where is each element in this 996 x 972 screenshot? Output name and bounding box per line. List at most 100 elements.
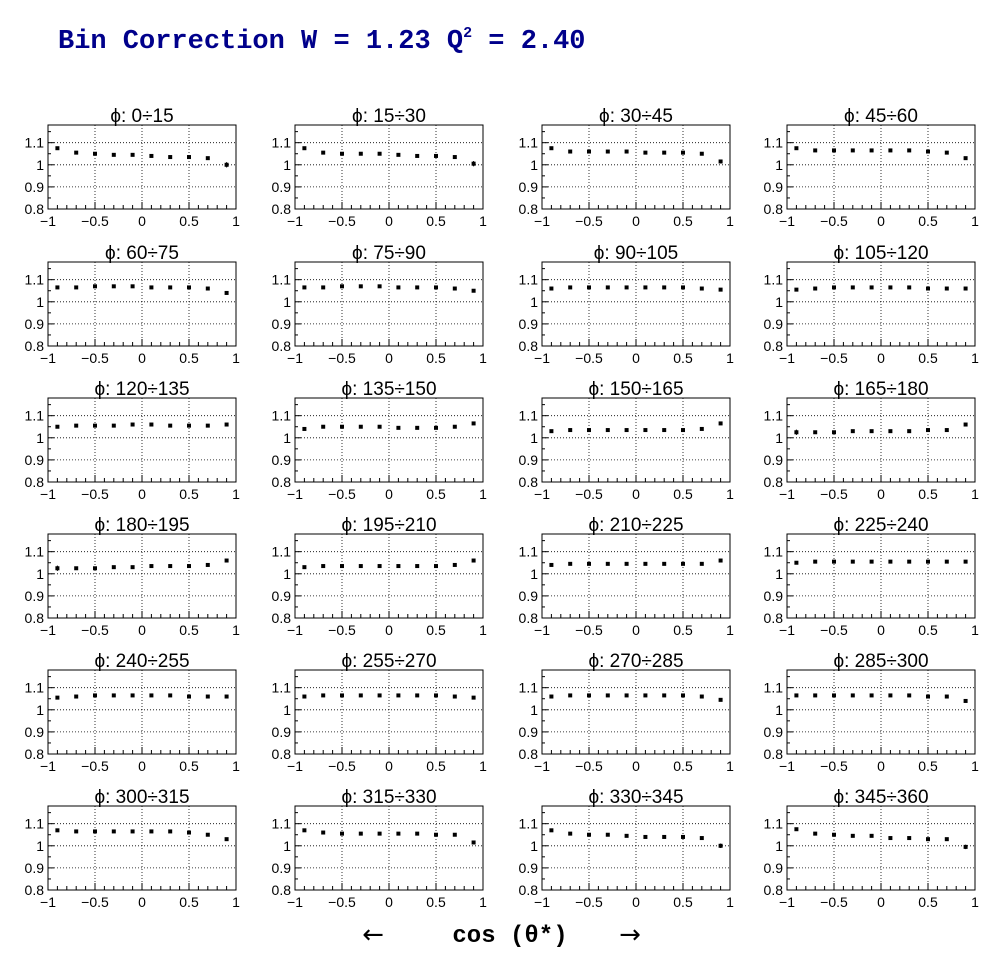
panel-title: ϕ: 330÷345 [588,787,683,808]
x-tick-label: 1 [971,486,979,502]
x-tick-label: −1 [287,894,303,910]
data-point [643,428,648,433]
chart-title-suffix: = 2.40 [472,27,585,57]
y-tick-label: 0.9 [272,860,292,876]
data-point [321,285,326,290]
x-tick-label: −1 [534,213,550,229]
data-point [471,558,476,563]
x-tick-label: 1 [232,486,240,502]
data-point [130,422,135,427]
y-tick-label: 0.8 [519,882,539,898]
y-tick-label: 1.1 [272,408,292,424]
x-tick-label: −1 [287,350,303,366]
data-point [205,156,210,161]
y-tick-label: 0.8 [272,474,292,490]
data-point [568,693,573,698]
y-tick-label: 0.9 [519,316,539,332]
panel-23: −1 −0.5 0 0.5 1 0.8 0.9 1 1.1 ϕ: 330÷345 [519,787,735,910]
panel-5: −1 −0.5 0 0.5 1 0.8 0.9 1 1.1 ϕ: 60÷75 [25,243,241,366]
data-point [74,829,79,834]
data-point [149,153,154,158]
x-tick-label: 0 [877,486,885,502]
y-tick-label: 0.8 [272,338,292,354]
x-tick-label: 0.5 [673,894,693,910]
data-point [415,564,420,569]
y-tick-label: 1 [36,702,44,718]
x-tick-label: 0 [877,622,885,638]
data-point [187,830,191,835]
data-point [321,693,326,698]
x-tick-label: 1 [479,213,487,229]
data-point [93,423,97,428]
data-point [93,151,97,156]
data-point [415,831,420,836]
panel-title: ϕ: 225÷240 [833,515,928,536]
y-tick-label: 0.8 [519,338,539,354]
x-tick-label: 0 [138,894,146,910]
x-tick-label: 0.5 [673,486,693,502]
data-point [55,566,60,571]
data-point [718,843,723,848]
y-tick-label: 1.1 [25,135,45,151]
data-point [168,285,173,290]
x-tick-label: 0 [385,758,393,774]
x-tick-label: 0.5 [426,486,446,502]
data-point [434,564,438,569]
x-tick-label: −0.5 [328,758,356,774]
x-tick-label: 0 [632,894,640,910]
data-point [74,285,79,290]
data-point [963,844,968,849]
x-tick-label: −1 [534,758,550,774]
y-tick-label: 1.1 [764,680,784,696]
data-point [471,840,476,845]
data-point [224,558,229,563]
data-point [205,694,210,699]
data-point [888,693,893,698]
y-tick-label: 0.8 [272,746,292,762]
data-point [55,424,60,429]
data-point [415,153,420,158]
data-point [605,693,610,698]
x-tick-label: −0.5 [81,350,109,366]
data-point [55,828,60,833]
data-point [340,564,344,569]
x-tick-label: 0.5 [179,894,199,910]
y-tick-label: 0.9 [272,452,292,468]
panel-6: −1 −0.5 0 0.5 1 0.8 0.9 1 1.1 ϕ: 75÷90 [272,243,488,366]
data-point [624,561,629,566]
x-tick-label: 0.5 [179,213,199,229]
data-point [149,829,154,834]
x-tick-label: 0 [138,622,146,638]
data-point [93,693,97,698]
x-tick-label: 0 [385,622,393,638]
panel-title: ϕ: 15÷30 [352,106,426,127]
x-tick-label: 0.5 [179,350,199,366]
data-point [321,830,326,835]
data-point [205,423,210,428]
data-point [850,559,855,564]
data-point [643,561,648,566]
data-point [549,286,554,291]
y-tick-label: 1.1 [519,544,539,560]
y-tick-label: 1 [530,838,538,854]
data-point [377,151,382,156]
x-tick-label: 0.5 [918,350,938,366]
data-point [794,827,799,832]
y-tick-label: 1 [775,430,783,446]
data-point [643,693,648,698]
panel-7: −1 −0.5 0 0.5 1 0.8 0.9 1 1.1 ϕ: 90÷105 [519,243,735,366]
panel-9: −1 −0.5 0 0.5 1 0.8 0.9 1 1.1 ϕ: 120÷135 [25,379,241,502]
y-tick-label: 1.1 [272,816,292,832]
data-point [358,151,363,156]
x-tick-label: 1 [971,213,979,229]
data-point [681,150,685,155]
panel-title: ϕ: 0÷15 [110,106,173,127]
y-tick-label: 0.8 [764,201,784,217]
data-point [869,285,874,290]
panel-2: −1 −0.5 0 0.5 1 0.8 0.9 1 1.1 ϕ: 15÷30 [272,106,488,229]
x-tick-label: −1 [40,350,56,366]
data-point [699,426,704,431]
y-tick-label: 0.9 [25,860,45,876]
panel-12: −1 −0.5 0 0.5 1 0.8 0.9 1 1.1 ϕ: 165÷180 [764,379,980,502]
data-point [224,162,229,167]
